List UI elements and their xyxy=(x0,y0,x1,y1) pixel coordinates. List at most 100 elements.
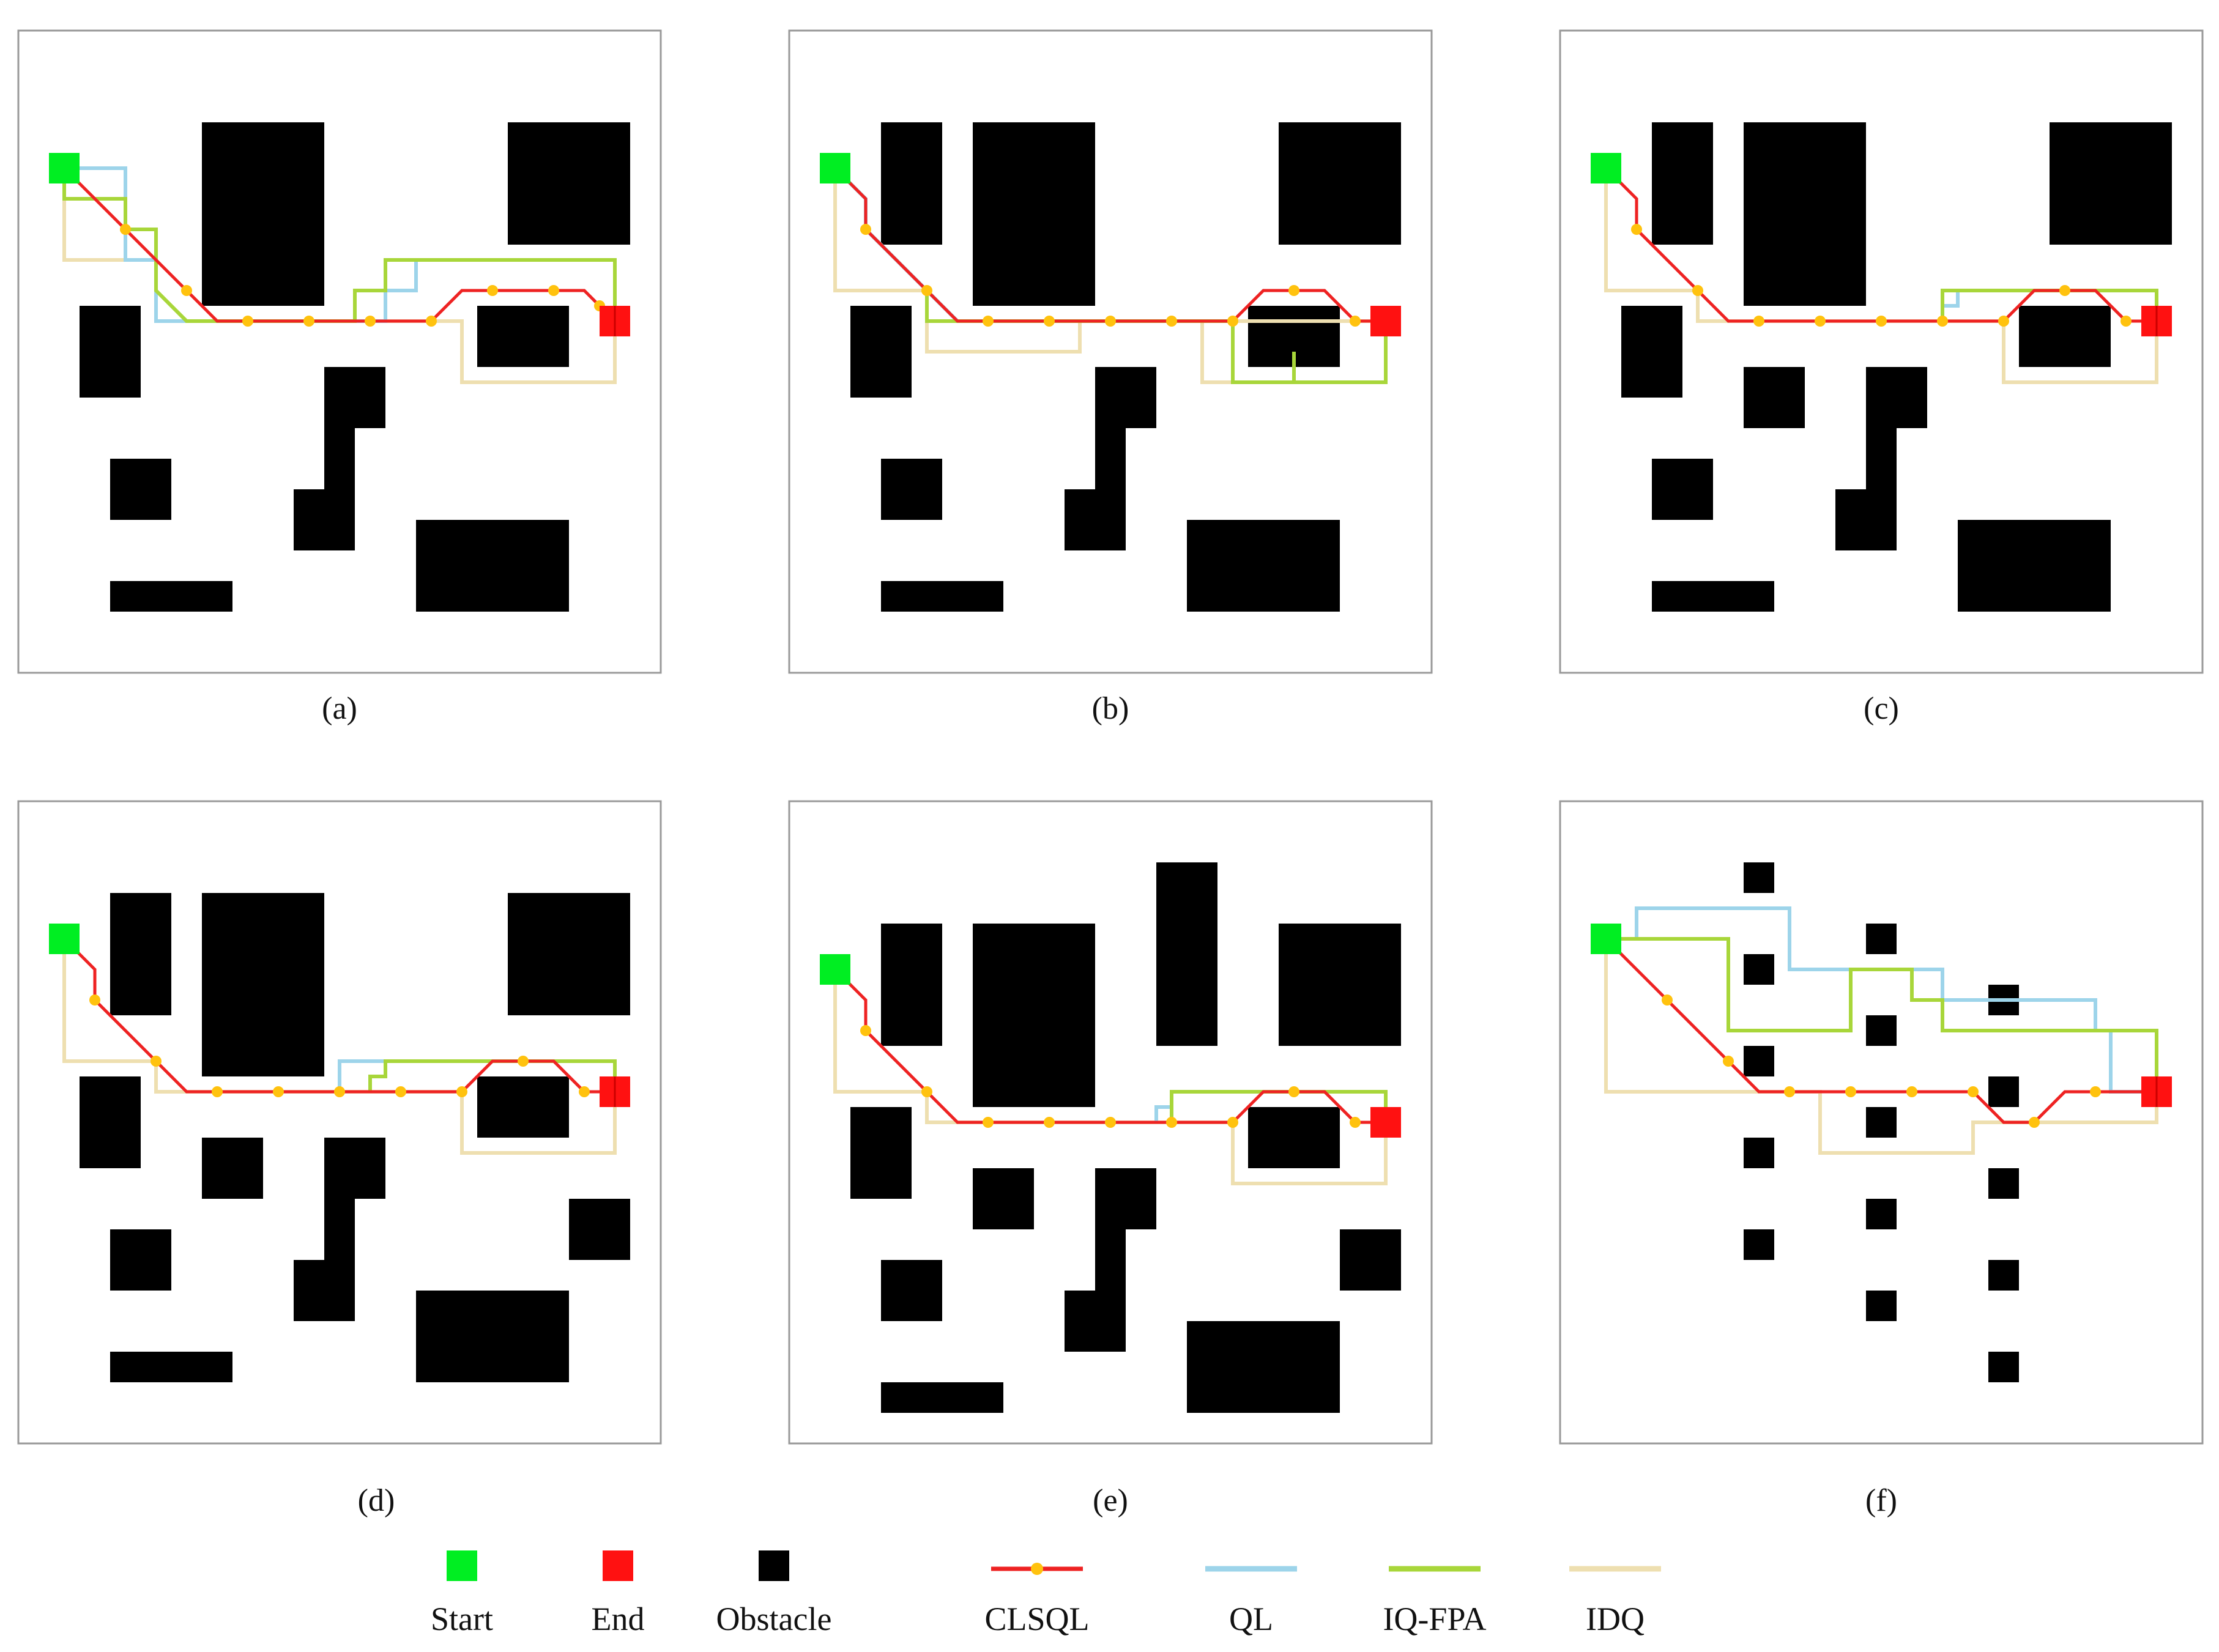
iqfpa-path xyxy=(1621,937,2158,1092)
obstacle xyxy=(881,1382,1003,1413)
obstacle xyxy=(2050,122,2172,245)
obstacle xyxy=(881,581,1003,612)
clsql-marker xyxy=(181,285,192,296)
clsql-marker xyxy=(518,1056,529,1067)
clsql-marker xyxy=(365,316,376,327)
obstacles xyxy=(80,122,630,612)
obstacle xyxy=(1095,428,1126,489)
ql-path xyxy=(1621,906,2157,1094)
obstacle xyxy=(2019,306,2111,367)
clsql-marker xyxy=(860,224,871,235)
clsql-marker xyxy=(334,1086,345,1097)
obstacle xyxy=(850,1107,912,1199)
legend-label-ql: QL xyxy=(1229,1601,1273,1637)
end-marker xyxy=(1370,1107,1401,1138)
obstacle xyxy=(110,1352,232,1382)
obstacle xyxy=(110,1229,171,1291)
clsql-marker xyxy=(1937,316,1948,327)
clsql-marker xyxy=(921,285,932,296)
legend-item-iqfpa: IQ-FPA xyxy=(1383,1566,1487,1637)
obstacles xyxy=(1621,122,2172,612)
obstacle xyxy=(1187,520,1340,612)
obstacle xyxy=(1866,1291,1897,1321)
iqfpa-path xyxy=(62,168,617,323)
clsql-marker xyxy=(983,316,994,327)
clsql-marker xyxy=(1227,316,1238,327)
clsql-marker xyxy=(1166,1117,1177,1128)
idq-path xyxy=(1604,939,2158,1155)
iqfpa-path xyxy=(925,291,1388,384)
end-swatch xyxy=(603,1550,633,1581)
obstacle xyxy=(1279,924,1401,1046)
clsql-marker xyxy=(303,316,314,327)
obstacle xyxy=(1187,1321,1340,1413)
obstacle xyxy=(1988,1076,2019,1107)
clsql-marker xyxy=(1845,1086,1856,1097)
clsql-marker xyxy=(1105,316,1116,327)
clsql-markers xyxy=(120,224,605,327)
obstacle xyxy=(1279,122,1401,245)
clsql-marker xyxy=(242,316,253,327)
obstacle xyxy=(294,1260,355,1321)
legend-label-idq: IDQ xyxy=(1586,1601,1645,1637)
obstacle xyxy=(973,122,1095,306)
legend: Start End Obstacle CLSQL QL IQ-FPA IDQ xyxy=(431,1550,1661,1637)
obstacles xyxy=(850,862,1401,1413)
clsql-marker xyxy=(1968,1086,1979,1097)
clsql-marker xyxy=(273,1086,284,1097)
clsql-marker xyxy=(395,1086,406,1097)
legend-item-ql: QL xyxy=(1205,1566,1297,1637)
obstacles xyxy=(80,893,630,1382)
obstacle xyxy=(1866,924,1897,954)
clsql-marker xyxy=(1876,316,1887,327)
obstacle xyxy=(80,1076,141,1168)
obstacle xyxy=(1958,520,2111,612)
obstacle xyxy=(1065,489,1126,550)
clsql-marker xyxy=(151,1056,162,1067)
clsql-marker xyxy=(1105,1117,1116,1128)
clsql-marker xyxy=(1723,1056,1734,1067)
panel-a xyxy=(17,29,662,674)
clsql-swatch-marker xyxy=(1031,1563,1043,1575)
panel-f xyxy=(1559,800,2204,1445)
obstacle xyxy=(1988,1168,2019,1199)
obstacle xyxy=(324,428,355,489)
clsql-marker xyxy=(2059,285,2070,296)
start-marker xyxy=(1591,924,1621,954)
obstacle xyxy=(569,1199,630,1260)
legend-label-start: Start xyxy=(431,1601,493,1637)
obstacle xyxy=(110,459,171,520)
obstacle xyxy=(1095,1229,1126,1291)
clsql-marker xyxy=(89,995,100,1006)
obstacle xyxy=(80,306,141,398)
obstacle xyxy=(881,459,942,520)
obstacle xyxy=(1652,581,1774,612)
obstacle xyxy=(1744,954,1774,985)
clsql-marker xyxy=(1998,316,2009,327)
clsql-marker xyxy=(1227,1117,1238,1128)
clsql-marker xyxy=(456,1086,467,1097)
obstacle-swatch xyxy=(759,1550,789,1581)
clsql-marker xyxy=(1044,316,1055,327)
clsql-marker xyxy=(1692,285,1703,296)
obstacle xyxy=(1744,367,1805,428)
panel-e xyxy=(788,800,1433,1445)
panel-b xyxy=(788,29,1433,674)
obstacle xyxy=(1744,122,1866,306)
obstacle xyxy=(477,1076,569,1138)
obstacle xyxy=(324,1199,355,1260)
panel-d xyxy=(17,800,662,1445)
obstacle xyxy=(1621,306,1682,398)
legend-item-start: Start xyxy=(431,1550,493,1637)
clsql-marker xyxy=(1815,316,1826,327)
obstacle xyxy=(1744,862,1774,893)
clsql-markers xyxy=(1631,224,2132,327)
clsql-marker xyxy=(2090,1086,2101,1097)
legend-item-idq: IDQ xyxy=(1569,1566,1661,1637)
panel-caption: (c) xyxy=(1864,691,1899,726)
clsql-marker xyxy=(860,1025,871,1036)
obstacle xyxy=(850,306,912,398)
start-swatch xyxy=(447,1550,477,1581)
obstacle xyxy=(1988,1260,2019,1291)
